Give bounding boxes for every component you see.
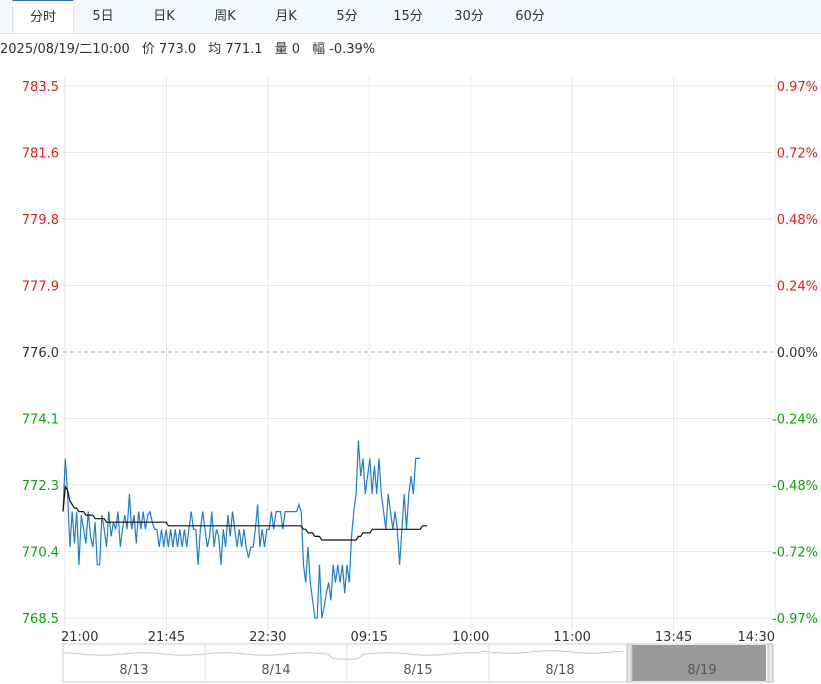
tab-0[interactable]: 分时 [12, 0, 74, 33]
info-price: 773.0 [158, 42, 197, 57]
x-tick-label: 11:00 [553, 630, 590, 642]
x-tick-label: 21:45 [148, 630, 185, 642]
date-navigator[interactable]: 8/13 8/14 8/15 8/18 8/19 [0, 640, 821, 684]
navigator-selection[interactable] [632, 645, 766, 681]
y-tick-label-left: 772.3 [22, 479, 59, 494]
info-avg-label: 均 [208, 42, 222, 57]
info-volume: 0 [291, 42, 300, 57]
price-line [62, 440, 421, 619]
period-tabs: 分时 5日 日K 周K 月K 5分 15分 30分 60分 [0, 0, 821, 34]
x-tick-label: 22:30 [249, 630, 286, 642]
y-tick-label-left: 779.8 [22, 213, 59, 228]
x-tick-label: 21:00 [61, 630, 98, 642]
navigator-handle[interactable] [626, 643, 633, 683]
y-tick-label-right: 0.48% [777, 213, 818, 228]
info-price-label: 价 [141, 42, 155, 57]
average-line [62, 485, 428, 541]
y-tick-label-left: 770.4 [22, 546, 59, 561]
y-tick-label-right: -0.97% [772, 612, 818, 627]
navigator-date-label: 8/14 [261, 663, 290, 678]
tab-3[interactable]: 周K [214, 9, 236, 24]
y-tick-label-right: -0.48% [772, 479, 818, 494]
tab-7[interactable]: 30分 [454, 9, 484, 24]
info-avg: 771.1 [225, 42, 263, 57]
y-tick-label-left: 781.6 [22, 147, 59, 162]
tab-8[interactable]: 60分 [515, 9, 545, 24]
x-tick-label: 09:15 [351, 630, 388, 642]
tab-6[interactable]: 15分 [393, 9, 423, 24]
y-tick-label-right: 0.72% [777, 147, 818, 162]
tab-4[interactable]: 月K [275, 9, 297, 24]
y-tick-label-right: 0.24% [777, 280, 818, 295]
y-tick-label-right: -0.72% [772, 546, 818, 561]
y-tick-label-left: 768.5 [22, 612, 59, 627]
y-tick-label-left: 783.5 [22, 80, 59, 95]
y-tick-label-left: 777.9 [22, 280, 59, 295]
navigator-handle[interactable] [767, 643, 774, 683]
info-change-label: 幅 [312, 42, 326, 57]
info-datetime: 2025/08/19/二10:00 [0, 42, 130, 57]
intraday-chart[interactable]: 783.5 781.6 779.8 777.9 776.0 774.1 772.3 770.4… [0, 60, 821, 642]
x-tick-label: 14:30 [738, 630, 775, 642]
y-tick-label-left: 776.0 [22, 346, 59, 361]
info-change: -0.39% [329, 42, 376, 57]
y-tick-label-left: 774.1 [22, 413, 59, 428]
tab-1[interactable]: 5日 [92, 9, 114, 24]
y-tick-label-right: 0.00% [777, 346, 818, 361]
y-tick-label-right: 0.97% [777, 80, 818, 95]
navigator-date-label: 8/19 [687, 663, 716, 678]
info-volume-label: 量 [274, 42, 288, 57]
x-tick-label: 13:45 [655, 630, 692, 642]
y-tick-label-right: -0.24% [772, 413, 818, 428]
navigator-date-label: 8/15 [403, 663, 432, 678]
navigator-date-label: 8/18 [545, 663, 574, 678]
navigator-date-label: 8/13 [119, 663, 148, 678]
x-tick-label: 10:00 [452, 630, 489, 642]
navigator-thumbnail-line [62, 650, 624, 660]
tab-5[interactable]: 5分 [336, 9, 358, 24]
tab-2[interactable]: 日K [153, 9, 175, 24]
